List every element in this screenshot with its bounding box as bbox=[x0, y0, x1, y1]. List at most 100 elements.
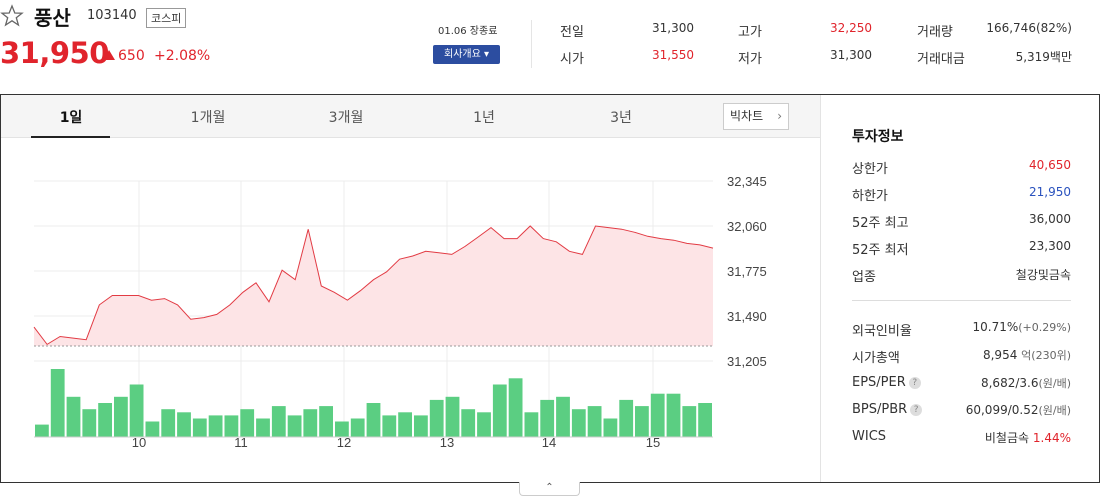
volume-bar bbox=[287, 415, 302, 437]
y-tick-label: 31,205 bbox=[727, 354, 767, 369]
chevron-right-icon: › bbox=[777, 109, 782, 123]
bps-pbr-label: BPS/PBR bbox=[852, 402, 908, 417]
week52-high-value: 36,000 bbox=[1029, 212, 1071, 226]
volume-label: 거래량 bbox=[917, 25, 953, 40]
industry-value[interactable]: 철강및금속 bbox=[1015, 268, 1071, 282]
volume-bar bbox=[666, 393, 681, 437]
eps-per-row: EPS/PER? 8,682/3.6(원/배) bbox=[852, 375, 1071, 390]
volume-bar bbox=[524, 412, 539, 437]
volume-bar bbox=[114, 396, 128, 437]
volume-bar bbox=[508, 378, 523, 437]
volume-bar bbox=[556, 396, 570, 437]
tab-1month[interactable]: 1개월 bbox=[190, 110, 226, 126]
volume-bar bbox=[335, 421, 349, 437]
high-value: 32,250 bbox=[830, 21, 872, 35]
eps-per-unit: (원/배) bbox=[1038, 377, 1071, 390]
stock-code: 103140 bbox=[87, 8, 137, 23]
collapse-toggle[interactable]: ⌃ bbox=[519, 482, 580, 496]
volume-bar bbox=[650, 393, 665, 437]
x-tick-label: 14 bbox=[542, 435, 556, 450]
volume-bar bbox=[98, 403, 112, 437]
upper-limit-label: 상한가 bbox=[852, 162, 888, 177]
bps-pbr-unit: (원/배) bbox=[1038, 404, 1071, 417]
week52-high-label: 52주 최고 bbox=[852, 216, 909, 231]
high-label: 고가 bbox=[738, 25, 762, 40]
volume-value: 166,746(82%) bbox=[986, 21, 1072, 35]
divider bbox=[531, 20, 532, 68]
volume-bar bbox=[240, 409, 255, 437]
big-chart-label: 빅차트 bbox=[730, 109, 764, 123]
divider bbox=[852, 300, 1071, 301]
tab-3month[interactable]: 3개월 bbox=[328, 110, 364, 126]
volume-bar bbox=[35, 424, 49, 437]
wics-change: 1.44% bbox=[1032, 431, 1071, 445]
volume-bar bbox=[82, 409, 97, 437]
volume-bar bbox=[161, 409, 176, 437]
x-tick-label: 13 bbox=[440, 435, 454, 450]
tab-3year[interactable]: 3년 bbox=[610, 110, 632, 126]
eps-per-value: 8,682/3.6 bbox=[980, 376, 1039, 390]
volume-bar bbox=[177, 412, 191, 437]
current-price: 31,950 bbox=[0, 36, 109, 70]
y-tick-label: 31,775 bbox=[727, 264, 767, 279]
prev-value: 31,300 bbox=[652, 21, 694, 35]
volume-bar bbox=[224, 415, 239, 437]
stock-name: 풍산 bbox=[34, 6, 71, 30]
amount-value: 5,319백만 bbox=[1015, 50, 1072, 64]
price-chart: 32,345 32,060 31,775 31,490 31,205 10 11 12 13 14… bbox=[33, 174, 767, 450]
upper-limit-row: 상한가 40,650 bbox=[852, 158, 1071, 177]
volume-bar bbox=[619, 399, 634, 437]
y-tick-label: 31,490 bbox=[727, 309, 767, 324]
market-cap-value: 8,954 bbox=[982, 348, 1018, 362]
tab-1day[interactable]: 1일 bbox=[59, 110, 83, 126]
lower-limit-value: 21,950 bbox=[1029, 185, 1071, 199]
volume-bar bbox=[492, 384, 507, 437]
eps-per-label: EPS/PER bbox=[852, 375, 906, 390]
help-icon[interactable]: ? bbox=[908, 377, 921, 389]
market-cap-label: 시가총액 bbox=[852, 351, 900, 366]
x-tick-label: 15 bbox=[646, 435, 660, 450]
volume-bar bbox=[571, 409, 586, 437]
volume-bar bbox=[698, 403, 712, 437]
volume-bar bbox=[635, 406, 649, 437]
week52-low-row: 52주 최저 23,300 bbox=[852, 239, 1071, 258]
industry-row: 업종 철강및금속 bbox=[852, 266, 1071, 285]
big-chart-button[interactable]: 빅차트 › bbox=[723, 103, 789, 130]
volume-bar bbox=[477, 412, 491, 437]
volume-bar bbox=[50, 369, 65, 437]
volume-bar bbox=[208, 415, 223, 437]
foreign-ratio-label: 외국인비율 bbox=[852, 324, 912, 339]
volume-bar bbox=[445, 396, 460, 437]
x-tick-label: 12 bbox=[337, 435, 351, 450]
wics-label: WICS bbox=[852, 429, 887, 444]
volume-bar bbox=[461, 409, 476, 437]
star-icon[interactable] bbox=[0, 4, 24, 28]
volume-bar bbox=[682, 406, 697, 437]
market-cap-rank: 억(230위) bbox=[1021, 349, 1071, 362]
volume-bar bbox=[366, 403, 381, 437]
volume-bar bbox=[303, 409, 318, 437]
volume-bar bbox=[540, 399, 555, 437]
volume-bar bbox=[66, 396, 81, 437]
up-arrow-icon bbox=[103, 50, 115, 60]
active-tab-indicator bbox=[31, 136, 110, 138]
volume-bar bbox=[256, 418, 270, 437]
bps-pbr-value: 60,099/0.52 bbox=[965, 403, 1039, 417]
help-icon[interactable]: ? bbox=[910, 404, 923, 416]
y-tick-label: 32,345 bbox=[727, 174, 767, 189]
volume-bar bbox=[192, 418, 207, 437]
week52-low-label: 52주 최저 bbox=[852, 243, 909, 258]
volume-bar bbox=[145, 421, 160, 437]
wics-row: WICS 비철금속 1.44% bbox=[852, 429, 1071, 445]
volume-bar bbox=[414, 415, 428, 437]
foreign-ratio-row: 외국인비율 10.71%(+0.29%) bbox=[852, 320, 1071, 339]
week52-low-value: 23,300 bbox=[1029, 239, 1071, 253]
tab-1year[interactable]: 1년 bbox=[473, 110, 495, 126]
volume-bar bbox=[319, 406, 333, 437]
volume-bar bbox=[603, 418, 618, 437]
industry-label: 업종 bbox=[852, 270, 876, 285]
chart-panel: 1일 1개월 3개월 1년 3년 빅차트 › 32,345 32,060 31,77… bbox=[0, 94, 1100, 483]
wics-value[interactable]: 비철금속 bbox=[984, 431, 1030, 445]
market-date: 01.06 장종료 bbox=[438, 26, 498, 37]
company-overview-button[interactable]: 회사개요 ▾ bbox=[433, 45, 500, 64]
